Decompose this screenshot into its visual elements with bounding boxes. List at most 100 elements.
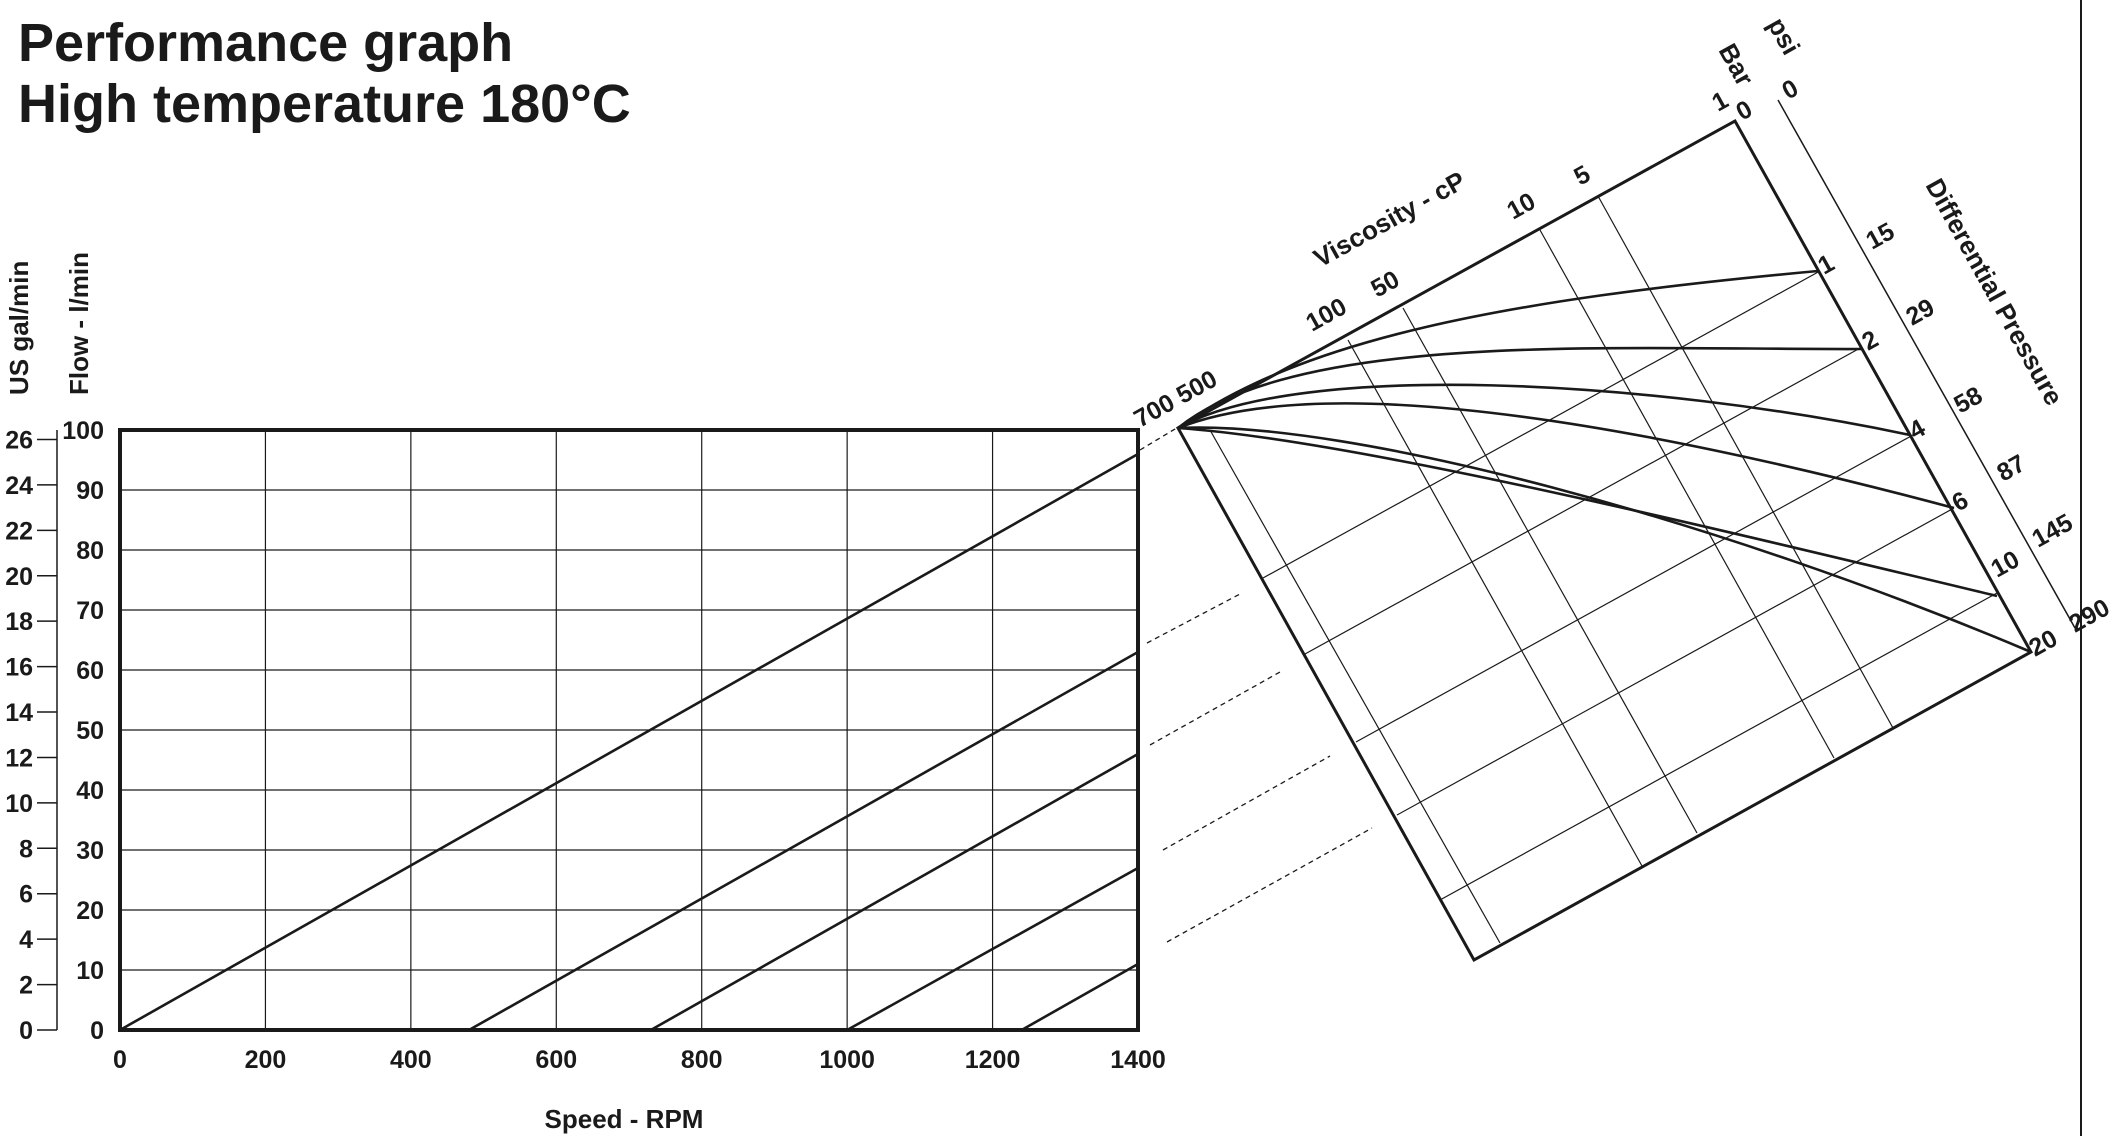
viscosity-tick-label: 700 500 — [1129, 365, 1222, 433]
y-tick-label-lmin: 10 — [76, 957, 104, 985]
y-tick-label-usgal: 0 — [19, 1017, 33, 1045]
bar-tick-label: 6 — [1947, 486, 1973, 517]
psi-tick-label: 145 — [2027, 508, 2077, 553]
y-tick-label-lmin: 100 — [62, 417, 104, 445]
x-axis-label: Speed - RPM — [545, 1104, 704, 1134]
speed-flow-line — [846, 866, 1139, 1032]
bar-tick-label: 2 — [1857, 325, 1883, 356]
plot-frame — [118, 428, 1140, 1032]
nomogram-grid-line — [1355, 434, 1914, 743]
y-tick-label-usgal: 12 — [5, 744, 33, 772]
speed-flow-line — [119, 452, 1139, 1032]
y-tick-label-lmin: 40 — [76, 777, 104, 805]
y-tick-label-usgal: 18 — [5, 608, 33, 636]
speed-flow-lines — [119, 452, 1139, 1032]
nomogram-grid-line — [1597, 195, 1894, 729]
psi-tick-label: 29 — [1901, 293, 1939, 331]
y-tick-label-usgal: 2 — [19, 972, 33, 1000]
x-tick-label: 200 — [245, 1046, 287, 1074]
y-tick-label-usgal: 24 — [5, 472, 33, 500]
nomogram-grid-a — [1209, 195, 1894, 944]
psi-tick-label: 290 — [2064, 594, 2114, 639]
speed-flow-line — [1021, 962, 1139, 1032]
chart-title-line-2: High temperature 180°C — [18, 74, 631, 134]
nomogram-grid-line — [1262, 270, 1821, 579]
bar-tick-label: 1 — [1813, 249, 1839, 280]
y-tick-label-usgal: 16 — [5, 654, 33, 682]
viscosity-tick-label: 5 — [1569, 160, 1595, 191]
speed-flow-line — [468, 650, 1139, 1032]
y-tick-label-lmin: 30 — [76, 837, 104, 865]
connector-dash — [1139, 425, 1181, 451]
viscosity-tick-label: 100 — [1301, 293, 1351, 338]
y-tick-label-usgal: 20 — [5, 563, 33, 591]
pressure-curve — [1177, 426, 1998, 598]
pressure-axis-label: Differential Pressure — [1920, 173, 2070, 410]
bar-tick-label: 10 — [1986, 545, 2024, 583]
y-tick-label-lmin: 0 — [90, 1017, 104, 1045]
x-tick-label: 0 — [113, 1046, 127, 1074]
x-tick-label: 1400 — [1110, 1046, 1166, 1074]
connector-dashes — [1139, 425, 1373, 943]
viscosity-tick-label: 50 — [1366, 265, 1404, 303]
nomogram-grid-line — [1402, 307, 1698, 834]
pressure-curve — [1177, 383, 1911, 437]
y-tick-label-usgal: 26 — [5, 426, 33, 454]
y-tick-label-lmin: 90 — [76, 477, 104, 505]
y-tick-label-lmin: 80 — [76, 537, 104, 565]
psi-unit-label: psi — [1762, 12, 1806, 59]
nomogram-grid-line — [1396, 507, 1955, 816]
nomogram-curves — [1177, 269, 2032, 654]
psi-tick-label: 15 — [1861, 217, 1899, 255]
pressure-curve — [1177, 346, 1863, 430]
y-tick-label-usgal: 22 — [5, 517, 33, 545]
nomogram-grid-line — [1209, 429, 1501, 944]
y-tick-label-usgal: 14 — [5, 699, 33, 727]
connector-dash — [1149, 671, 1281, 746]
viscosity-ticks: 700 500 100 50 10 5 1 — [1129, 86, 1733, 433]
connector-dash — [1162, 755, 1331, 851]
y-tick-label-lmin: 50 — [76, 717, 104, 745]
psi-ticks: 0 15 29 58 87 145 290 — [1777, 74, 2114, 638]
pressure-curve — [1177, 426, 2032, 654]
connector-dash — [1166, 827, 1373, 943]
viscosity-tick-label: 10 — [1502, 187, 1540, 225]
y-tick-label-lmin: 60 — [76, 657, 104, 685]
nomogram-grid-line — [1347, 339, 1643, 867]
psi-axis — [1777, 99, 2076, 629]
x-tick-label: 1000 — [819, 1046, 875, 1074]
connector-dash — [1146, 593, 1241, 644]
y-tick-label-usgal: 8 — [19, 835, 33, 863]
viscosity-axis-label: Viscosity - cP — [1308, 165, 1470, 273]
pressure-curve — [1177, 269, 1819, 430]
bar-tick-label: 20 — [2024, 624, 2062, 662]
pressure-curve — [1177, 402, 1955, 510]
nomogram-grid-line — [1304, 346, 1863, 655]
nomogram-frame — [1175, 118, 2034, 963]
bar-unit-label: Bar — [1713, 38, 1760, 90]
psi-tick-label: 0 — [1777, 74, 1803, 105]
x-tick-label: 400 — [390, 1046, 432, 1074]
nomogram-grid-line — [1539, 229, 1835, 759]
viscosity-pressure-nomogram: 700 500 100 50 10 5 1 Viscosity - cP 0 1… — [1129, 12, 2114, 963]
y-tick-label-usgal: 10 — [5, 790, 33, 818]
y-axis-label-usgal: US gal/min — [4, 261, 34, 395]
bar-tick-label: 4 — [1904, 414, 1930, 445]
chart-title-line-1: Performance graph — [18, 13, 513, 73]
y-tick-label-usgal: 4 — [19, 926, 33, 954]
bar-ticks: 0 1 2 4 6 10 20 — [1731, 95, 2062, 662]
viscosity-tick-label: 1 — [1707, 86, 1733, 117]
psi-tick-label: 87 — [1992, 449, 2030, 487]
x-tick-label: 600 — [535, 1046, 577, 1074]
flow-lmin-ticks: 0 10 20 30 40 50 60 70 80 90 100 — [62, 417, 104, 1045]
nomogram-grid-line — [1439, 592, 1998, 901]
nomogram-grid-b — [1262, 270, 1998, 901]
x-tick-label: 1200 — [965, 1046, 1021, 1074]
y-tick-label-lmin: 20 — [76, 897, 104, 925]
speed-flow-line — [650, 752, 1139, 1032]
speed-ticks: 0 200 400 600 800 1000 1200 1400 — [113, 1046, 1166, 1074]
y-axis-label-lmin: Flow - l/min — [64, 252, 94, 395]
x-tick-label: 800 — [681, 1046, 723, 1074]
